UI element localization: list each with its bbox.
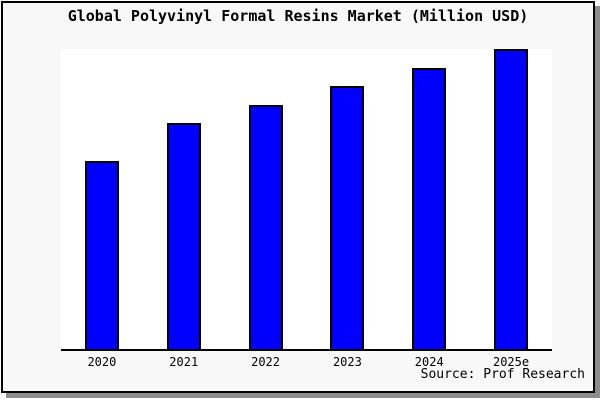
bar-2023 xyxy=(330,86,365,349)
bar-slot-2021 xyxy=(143,49,225,349)
chart-title: Global Polyvinyl Formal Resins Market (M… xyxy=(67,7,529,25)
bar-2024 xyxy=(412,68,447,349)
bar-2021 xyxy=(166,123,201,349)
bar-2020 xyxy=(84,161,119,349)
x-axis-labels: 2020 2021 2022 2023 2024 2025e xyxy=(61,355,552,369)
bar-2025e xyxy=(494,49,529,349)
x-tick-label-2023: 2023 xyxy=(332,355,362,369)
bar-slot-2023 xyxy=(306,49,388,349)
plot-area xyxy=(61,49,552,351)
bar-2022 xyxy=(248,105,283,349)
bar-slot-2025e xyxy=(470,49,552,349)
source-note: Source: Prof Research xyxy=(420,367,585,382)
x-tick-label-2022: 2022 xyxy=(251,355,281,369)
x-tick-label-2021: 2021 xyxy=(169,355,199,369)
x-tick-label-2025e: 2025e xyxy=(492,355,530,369)
bar-slot-2024 xyxy=(388,49,470,349)
bar-slot-2022 xyxy=(225,49,307,349)
chart-frame: Global Polyvinyl Formal Resins Market (M… xyxy=(1,1,595,393)
x-tick-label-2020: 2020 xyxy=(87,355,117,369)
x-tick-label-2024: 2024 xyxy=(414,355,444,369)
bar-slot-2020 xyxy=(61,49,143,349)
